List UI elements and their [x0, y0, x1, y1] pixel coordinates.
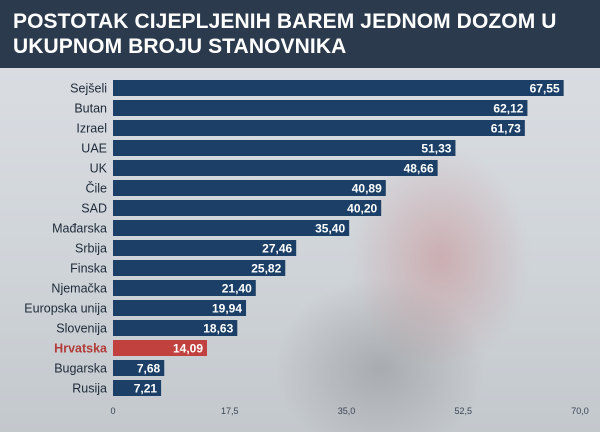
header: POSTOTAK CIJEPLJENIH BAREM JEDNOM DOZOM … [0, 0, 600, 68]
x-tick-label: 0 [110, 406, 115, 416]
category-label: Mađarska [52, 222, 107, 236]
category-label: UK [90, 162, 108, 176]
bar [113, 120, 525, 136]
bar [113, 80, 564, 96]
value-label: 40,89 [352, 182, 382, 196]
value-label: 67,55 [530, 82, 560, 96]
bar [113, 160, 438, 176]
x-tick-label: 35,0 [338, 406, 356, 416]
bar [113, 140, 456, 156]
value-label: 51,33 [421, 142, 451, 156]
category-label: Bugarska [54, 362, 107, 376]
category-label: Butan [74, 102, 107, 116]
value-label: 21,40 [222, 282, 252, 296]
bar [113, 300, 247, 316]
category-label: Finska [70, 262, 107, 276]
value-label: 19,94 [212, 302, 242, 316]
category-label: Slovenija [56, 322, 107, 336]
bar [113, 320, 238, 336]
category-label: SAD [81, 202, 107, 216]
bar [113, 280, 256, 296]
value-label: 35,40 [315, 222, 345, 236]
bar [113, 340, 208, 356]
value-label: 7,21 [134, 382, 158, 396]
category-label: Čile [85, 181, 107, 196]
value-label: 25,82 [251, 262, 281, 276]
bar [113, 220, 350, 236]
x-tick-label: 52,5 [454, 406, 472, 416]
bar [113, 360, 165, 376]
value-label: 48,66 [404, 162, 434, 176]
value-label: 14,09 [173, 342, 203, 356]
bar [113, 180, 386, 196]
value-label: 61,73 [491, 122, 521, 136]
category-label: Izrael [76, 122, 107, 136]
bar [113, 240, 297, 256]
value-label: 40,20 [347, 202, 377, 216]
value-label: 7,68 [137, 362, 161, 376]
chart-title: POSTOTAK CIJEPLJENIH BAREM JEDNOM DOZOM … [13, 10, 557, 58]
bar [113, 100, 528, 116]
category-label: UAE [81, 142, 107, 156]
x-tick-label: 70,0 [571, 406, 589, 416]
value-label: 18,63 [203, 322, 233, 336]
x-tick-label: 17,5 [221, 406, 239, 416]
category-label: Srbija [75, 242, 107, 256]
category-label: Europska unija [24, 302, 107, 316]
category-label: Hrvatska [54, 342, 108, 356]
bar [113, 380, 162, 396]
value-label: 27,46 [262, 242, 292, 256]
value-label: 62,12 [493, 102, 523, 116]
category-label: Sejšeli [70, 82, 107, 96]
category-label: Njemačka [51, 282, 107, 296]
bar [113, 200, 382, 216]
bar [113, 260, 286, 276]
category-label: Rusija [72, 382, 107, 396]
